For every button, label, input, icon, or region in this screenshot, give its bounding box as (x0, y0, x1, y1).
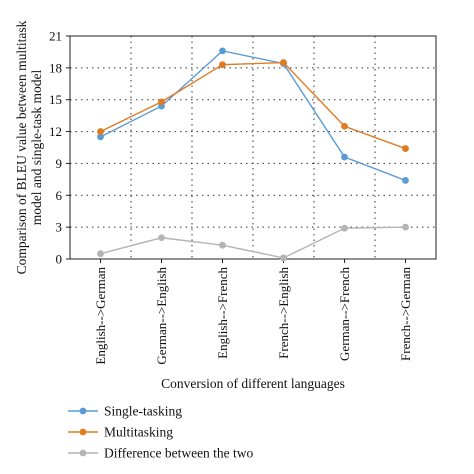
legend-label: Multitasking (104, 425, 173, 440)
x-axis-ticks: English-->German German-->English English-… (93, 259, 413, 365)
data-point (158, 98, 165, 106)
data-point (341, 122, 348, 130)
y-tick-label: 6 (56, 188, 63, 203)
data-point (219, 61, 226, 69)
data-point (97, 133, 104, 141)
series-line (100, 61, 406, 150)
y-axis-ticks: 0 3 6 9 12 15 18 21 (49, 29, 70, 267)
data-point (280, 59, 287, 66)
data-point (402, 223, 409, 231)
y-axis-title: Comparison of BLEU value between multita… (14, 20, 44, 274)
legend: Single-tasking Multitasking Difference bet… (68, 404, 254, 461)
legend-marker (79, 407, 87, 415)
legend-marker (79, 449, 87, 457)
data-point (341, 224, 348, 232)
series-2 (97, 223, 409, 262)
x-tick-label: French-->German (398, 267, 413, 361)
y-tick-label: 0 (56, 252, 63, 267)
data-point (97, 250, 104, 258)
series-line (100, 50, 406, 182)
y-tick-label: 15 (49, 92, 62, 107)
legend-item: Difference between the two (68, 446, 254, 461)
data-point (402, 177, 409, 184)
series (97, 47, 409, 262)
x-tick-label: German-->English (154, 267, 169, 365)
legend-item: Single-tasking (68, 404, 182, 419)
x-tick-label: French-->English (276, 267, 291, 359)
x-tick-label: German-->French (337, 267, 352, 361)
data-point (341, 153, 348, 161)
x-axis-title: Conversion of different languages (161, 376, 345, 391)
y-axis-title-line: model and single-task model (29, 69, 44, 225)
data-point (280, 254, 287, 262)
series-1 (97, 59, 409, 152)
y-tick-label: 18 (49, 60, 62, 75)
data-point (97, 128, 104, 135)
data-point (158, 234, 165, 242)
data-point (219, 241, 226, 249)
series-line (100, 226, 406, 259)
data-point (402, 145, 409, 152)
plot-frame (69, 35, 437, 260)
legend-label: Difference between the two (104, 446, 254, 461)
y-tick-label: 12 (49, 124, 62, 139)
legend-label: Single-tasking (104, 404, 182, 419)
y-tick-label: 3 (56, 220, 63, 235)
legend-item: Multitasking (68, 425, 173, 440)
data-point (219, 47, 226, 55)
y-tick-label: 21 (49, 29, 62, 44)
legend-marker (79, 428, 87, 436)
grid (70, 36, 436, 259)
y-tick-label: 9 (56, 156, 63, 171)
x-tick-label: English-->German (93, 267, 108, 365)
x-tick-label: English-->French (215, 267, 230, 359)
y-axis-title-line: Comparison of BLEU value between multita… (14, 20, 29, 274)
